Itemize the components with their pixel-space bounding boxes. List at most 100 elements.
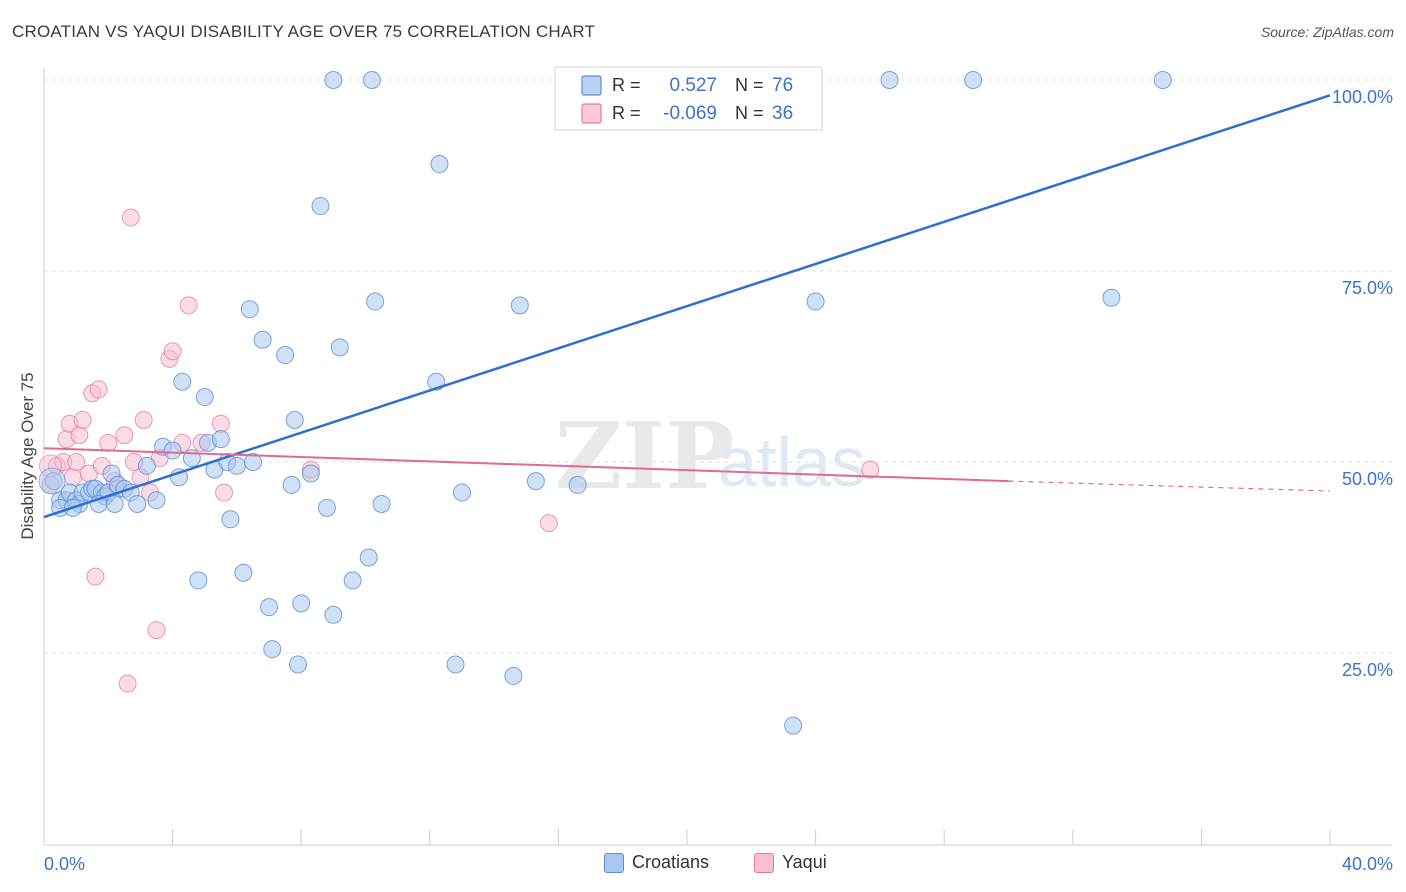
croatians-point: [1153, 71, 1172, 89]
yaqui-point: [63, 468, 82, 487]
croatians-point: [343, 571, 362, 590]
croatians-point: [359, 548, 378, 567]
correlation-legend: R = 0.527 N = 76 R = -0.069 N = 36: [554, 66, 823, 131]
croatians-point: [366, 292, 385, 311]
yaqui-point: [86, 567, 105, 586]
yaqui-point: [134, 410, 153, 429]
legend-n-label: N =: [735, 75, 764, 95]
yaqui-point: [70, 426, 89, 445]
croatians-point: [372, 495, 391, 514]
y-tick-label: 100.0%: [1332, 87, 1393, 107]
croatians-point: [452, 483, 471, 502]
yaqui-point: [861, 460, 880, 479]
croatians-point: [137, 456, 156, 475]
croatians-point: [330, 338, 349, 357]
yaqui-swatch: [754, 852, 774, 873]
croatians-point: [964, 71, 983, 89]
legend-r-value: 0.527: [669, 75, 717, 96]
y-tick-label: 25.0%: [1342, 660, 1393, 680]
legend-r-label: R =: [612, 75, 641, 95]
legend-item-yaqui[interactable]: Yaqui: [754, 852, 827, 873]
y-tick-labels: 25.0% 50.0% 75.0% 100.0%: [1332, 87, 1393, 680]
croatians-point: [221, 510, 240, 529]
yaqui-point: [115, 426, 134, 445]
yaqui-point: [147, 621, 166, 640]
croatians-point: [292, 594, 311, 613]
yaqui-point: [211, 414, 230, 433]
croatians-point: [301, 464, 320, 483]
croatians-point: [806, 292, 825, 311]
yaqui-point: [121, 208, 140, 227]
croatians-point: [147, 491, 166, 510]
x-tick-labels: 0.0% 40.0%: [44, 854, 1393, 874]
legend-n-value: 36: [772, 103, 793, 124]
croatians-point: [568, 475, 587, 494]
croatians-trend-line: [43, 94, 1331, 519]
croatians-swatch: [604, 852, 624, 873]
legend-n-label: N =: [735, 103, 764, 123]
watermark-zip: ZIP: [555, 402, 734, 510]
source-label: Source: ZipAtlas.com: [1260, 24, 1394, 40]
yaqui-point: [179, 296, 198, 315]
croatians-point: [784, 716, 803, 735]
legend-item-croatians[interactable]: Croatians: [604, 852, 709, 873]
yaqui-trend-extension: [1008, 480, 1331, 492]
croatians-point: [317, 498, 336, 517]
croatians-point: [105, 495, 124, 514]
yaqui-point: [215, 483, 234, 502]
croatians-point: [263, 640, 282, 659]
croatians-point: [163, 441, 182, 460]
croatians-point: [880, 71, 899, 89]
legend-label-croatians: Croatians: [632, 852, 710, 872]
yaqui-trend-line: [43, 447, 1009, 483]
y-tick-label: 75.0%: [1342, 278, 1393, 298]
croatians-point: [189, 571, 208, 590]
croatians-point: [195, 388, 214, 407]
croatians-point: [173, 372, 192, 391]
chart-title: CROATIAN VS YAQUI DISABILITY AGE OVER 75…: [12, 22, 596, 41]
trend-lines: [43, 94, 1331, 519]
series-legend: Croatians Yaqui: [0, 852, 1406, 876]
legend-n-value: 76: [772, 75, 793, 96]
croatians-point: [504, 666, 523, 685]
croatians-point: [285, 410, 304, 429]
x-tick-label: 40.0%: [1342, 854, 1393, 874]
yaqui-point: [67, 453, 86, 471]
croatians-point: [260, 598, 279, 617]
yaqui-point: [539, 514, 558, 533]
croatians-point: [38, 467, 66, 495]
legend-r-label: R =: [612, 103, 641, 123]
yaqui-point: [89, 380, 108, 399]
legend-r-value: -0.069: [663, 103, 717, 124]
croatians-point: [211, 430, 230, 449]
croatians-point: [128, 495, 147, 514]
croatians-point: [510, 296, 529, 315]
yaqui-point: [73, 410, 92, 429]
croatians-point: [324, 605, 343, 624]
yaqui-legend-swatch: [581, 103, 602, 124]
yaqui-point: [163, 342, 182, 361]
y-axis-label: Disability Age Over 75: [18, 372, 37, 539]
croatians-point: [446, 655, 465, 674]
croatians-point: [276, 346, 295, 365]
croatians-point: [253, 330, 272, 349]
croatians-point: [526, 472, 545, 491]
croatians-legend-swatch: [581, 75, 602, 96]
croatians-point: [282, 475, 301, 494]
x-tick-label: 0.0%: [44, 854, 85, 874]
yaqui-point: [118, 674, 137, 693]
croatians-point: [311, 197, 330, 216]
croatians-point: [240, 300, 259, 319]
croatians-point: [288, 655, 307, 674]
watermark-atlas: atlas: [718, 423, 866, 501]
croatians-point: [430, 155, 449, 174]
croatians-point: [324, 71, 343, 89]
croatians-point: [234, 563, 253, 582]
y-axis-title: Disability Age Over 75: [18, 372, 37, 539]
y-tick-label: 50.0%: [1342, 469, 1393, 489]
croatians-point: [362, 71, 381, 89]
legend-label-yaqui: Yaqui: [782, 852, 827, 872]
croatians-point: [1102, 288, 1121, 307]
